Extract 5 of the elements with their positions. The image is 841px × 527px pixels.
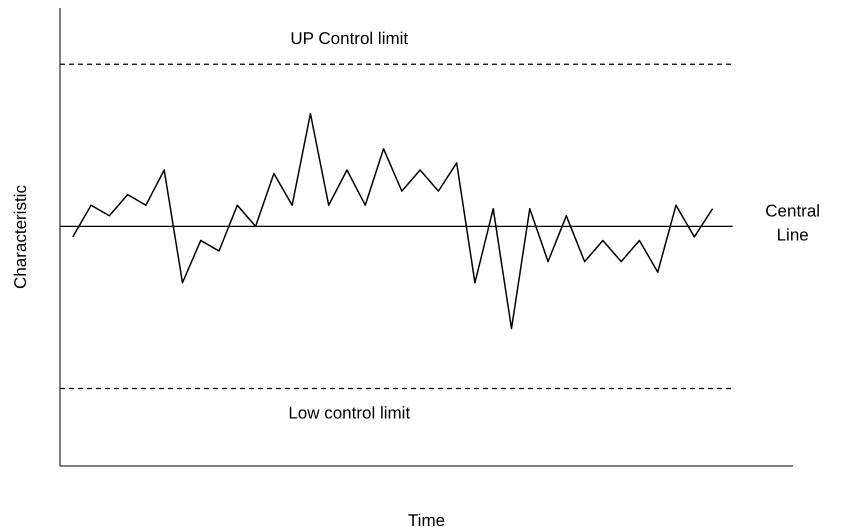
ref-line-label: Low control limit [288, 403, 410, 422]
ref-line-label: UP Control limit [290, 29, 408, 48]
x-axis-title: Time [408, 511, 446, 527]
ref-line-label: Central Line [765, 201, 820, 244]
y-axis-title: Characteristic [11, 184, 30, 289]
